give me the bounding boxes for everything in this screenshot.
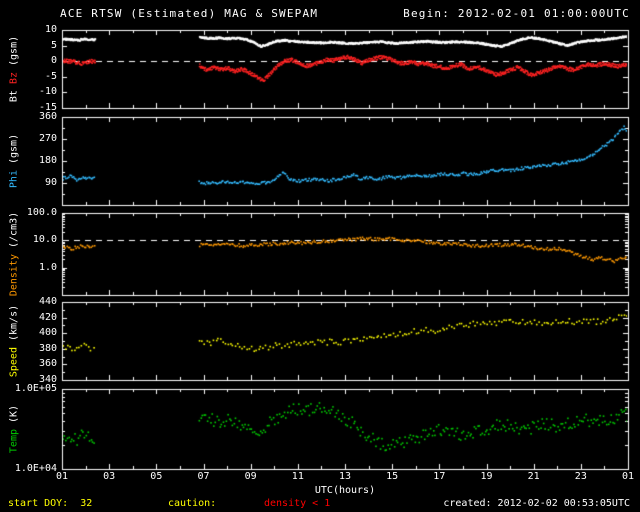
x-tick-label: 15	[386, 471, 399, 482]
panel-y-label: Phi (gsm)	[9, 134, 20, 188]
y-tick-label: 360	[38, 358, 57, 370]
x-tick-label: 23	[574, 471, 587, 482]
panel-y-label: Bt Bz (gsm)	[9, 36, 20, 102]
y-tick-label: 420	[38, 311, 57, 323]
x-tick-label: 09	[244, 471, 257, 482]
y-tick-label: 1.0	[38, 261, 57, 273]
panel-y-label-part: Temp	[8, 429, 20, 454]
x-tick-label: 19	[480, 471, 493, 482]
y-tick-label: 270	[38, 133, 57, 144]
panel-y-label-part: (gsm)	[8, 35, 20, 73]
x-tick-label: 05	[150, 471, 163, 482]
x-tick-label: 03	[103, 471, 116, 482]
y-tick-label: 400	[38, 327, 57, 339]
panel-y-label-part: (K)	[8, 404, 20, 429]
panel-y-label-part: Speed	[8, 347, 20, 378]
panel-y-label-part: Density	[8, 254, 20, 297]
x-tick-label: 01	[55, 471, 69, 482]
y-tick-label: 0	[50, 55, 57, 67]
y-tick-label: -15	[38, 102, 57, 113]
y-tick-label: -5	[44, 70, 57, 82]
y-tick-label: 1.0E+04	[14, 463, 57, 474]
panel-y-label-part: Bt	[8, 90, 20, 103]
y-tick-label: 90	[44, 177, 57, 188]
panel-y-label: Temp (K)	[9, 405, 20, 453]
y-tick-label: 440	[38, 296, 57, 307]
x-tick-label: 17	[433, 471, 446, 482]
x-tick-label: 21	[527, 471, 540, 482]
panel-y-label-part: Bz	[8, 72, 20, 91]
y-tick-label: 10	[44, 24, 57, 35]
x-tick-label: 13	[338, 471, 352, 482]
panel-y-label-part: (gsm)	[8, 133, 20, 171]
begin-timestamp: Begin: 2012-02-01 01:00:00UTC	[403, 7, 630, 20]
created-timestamp: created: 2012-02-02 00:53:05UTC	[443, 498, 630, 509]
x-axis-label: UTC(hours)	[314, 485, 376, 496]
y-tick-label: -10	[38, 86, 57, 98]
panel-y-label: Density (/cm3)	[9, 212, 20, 296]
panel-y-label: Speed (km/s)	[9, 305, 20, 377]
y-tick-label: 5	[50, 39, 57, 51]
y-tick-label: 180	[38, 155, 57, 166]
y-tick-label: 100.0	[26, 207, 57, 218]
caution-label: caution:	[168, 498, 217, 509]
x-tick-label: 07	[197, 471, 210, 482]
y-tick-label: 360	[38, 111, 57, 122]
panel-y-label-part: (/cm3)	[8, 211, 20, 254]
panel-y-label-part: Phi	[8, 170, 20, 189]
panel-y-label-part: (km/s)	[8, 304, 20, 348]
x-tick-label: 11	[291, 471, 304, 482]
y-tick-label: 340	[38, 374, 57, 385]
y-tick-label: 10.0	[32, 234, 57, 246]
x-tick-label: 01	[621, 471, 635, 482]
start-doy-label: start DOY: 32	[8, 498, 93, 509]
y-tick-label: 1.0E+05	[14, 383, 57, 394]
plot-title: ACE RTSW (Estimated) MAG & SWEPAM	[60, 7, 319, 20]
caution-value: density < 1	[264, 498, 331, 509]
y-tick-label: 380	[38, 342, 57, 354]
